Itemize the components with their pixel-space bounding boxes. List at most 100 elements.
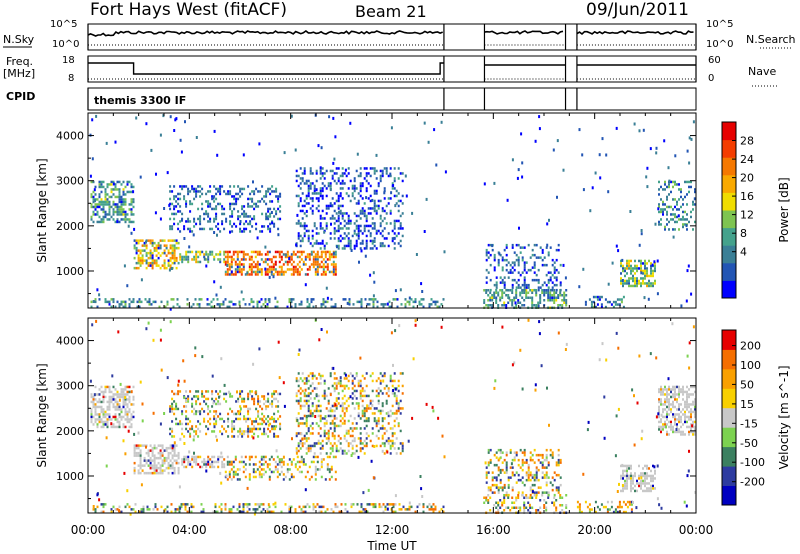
- power-cell: [116, 188, 119, 191]
- velocity-cell: [126, 390, 129, 394]
- velocity-cell: [624, 479, 626, 483]
- velocity-cell: [110, 398, 113, 401]
- power-cell: [618, 303, 621, 306]
- velocity-cell: [393, 394, 396, 398]
- power-cell: [381, 244, 384, 248]
- velocity-cell: [387, 422, 390, 425]
- power-cell: [505, 304, 508, 307]
- power-cell: [106, 213, 109, 216]
- velocity-cell: [559, 504, 562, 507]
- velocity-cell: [269, 417, 272, 421]
- power-cell: [495, 276, 498, 279]
- power-cell: [319, 194, 322, 198]
- power-cell: [209, 227, 212, 231]
- power-cell: [535, 256, 538, 259]
- power-cell: [230, 263, 233, 266]
- velocity-cell: [523, 451, 526, 454]
- velocity-cell: [298, 460, 301, 464]
- power-cell: [438, 305, 441, 309]
- power-scatter-point: [295, 243, 298, 247]
- velocity-cell: [666, 410, 668, 414]
- power-cell: [529, 296, 532, 299]
- power-cell: [139, 251, 142, 255]
- power-cell: [549, 296, 552, 299]
- power-colorbar-segment: [722, 174, 736, 193]
- velocity-cell: [644, 474, 646, 478]
- velocity-cell: [339, 379, 342, 383]
- power-cell: [143, 249, 146, 252]
- velocity-cell: [149, 471, 152, 475]
- velocity-cell: [219, 395, 222, 398]
- power-cell: [440, 303, 443, 306]
- power-scatter-point: [258, 142, 261, 146]
- power-cell: [151, 261, 154, 265]
- power-cell: [660, 218, 662, 221]
- velocity-cell: [363, 377, 366, 380]
- power-cell: [308, 265, 311, 269]
- power-cell: [240, 258, 243, 261]
- velocity-cell: [493, 453, 496, 457]
- power-cell: [547, 286, 550, 289]
- power-cell: [311, 172, 314, 175]
- velocity-cell: [545, 453, 548, 457]
- velocity-cell: [658, 390, 660, 394]
- power-cell: [223, 212, 226, 216]
- power-cell: [197, 255, 200, 259]
- power-cell: [553, 266, 556, 269]
- velocity-cell: [268, 475, 271, 479]
- power-cell: [213, 258, 216, 261]
- power-cell: [644, 272, 646, 275]
- power-cell: [153, 241, 156, 245]
- power-cell: [171, 225, 174, 228]
- velocity-cell: [535, 491, 538, 494]
- velocity-cell: [292, 458, 295, 461]
- power-cell: [211, 207, 214, 211]
- velocity-cell: [254, 475, 257, 479]
- power-cell: [404, 303, 407, 306]
- velocity-cell: [323, 424, 326, 428]
- velocity-cell: [149, 456, 152, 460]
- power-cell: [483, 299, 486, 302]
- power-cell: [130, 190, 133, 194]
- power-scatter-point: [369, 273, 372, 277]
- velocity-cell: [134, 510, 137, 514]
- velocity-cell: [203, 463, 206, 466]
- power-scatter-point: [440, 120, 443, 124]
- velocity-cell: [94, 405, 97, 409]
- velocity-cell: [318, 510, 321, 514]
- velocity-cell: [145, 459, 148, 462]
- power-cell: [379, 222, 382, 225]
- power-cell: [173, 244, 176, 247]
- velocity-cell: [232, 473, 235, 476]
- power-cell: [207, 258, 210, 261]
- power-cell: [648, 282, 650, 285]
- power-cell: [525, 283, 528, 287]
- nsky-traces: [87, 24, 697, 50]
- power-scatter-point: [657, 207, 660, 211]
- power-cell: [249, 205, 252, 208]
- power-cell: [106, 203, 109, 206]
- power-cell: [590, 305, 593, 309]
- power-cell: [672, 218, 674, 221]
- velocity-cell: [165, 466, 168, 470]
- power-cell: [369, 247, 372, 250]
- velocity-cell: [383, 442, 386, 445]
- velocity-cell: [124, 385, 127, 389]
- power-cell: [116, 180, 119, 184]
- velocity-cell: [343, 452, 346, 455]
- power-cell: [175, 256, 178, 260]
- velocity-cell: [246, 503, 249, 506]
- velocity-cell: [94, 410, 97, 414]
- power-cell: [654, 267, 656, 270]
- power-cell: [383, 237, 386, 240]
- velocity-cell: [100, 405, 103, 409]
- power-cell: [294, 253, 297, 256]
- velocity-cell: [373, 412, 376, 415]
- power-cell: [559, 263, 562, 267]
- velocity-cell: [116, 508, 119, 511]
- nave-label: Nave: [748, 65, 776, 78]
- power-cell: [314, 255, 317, 259]
- velocity-cell: [280, 465, 283, 469]
- velocity-cell: [318, 468, 321, 471]
- power-cell: [286, 253, 289, 256]
